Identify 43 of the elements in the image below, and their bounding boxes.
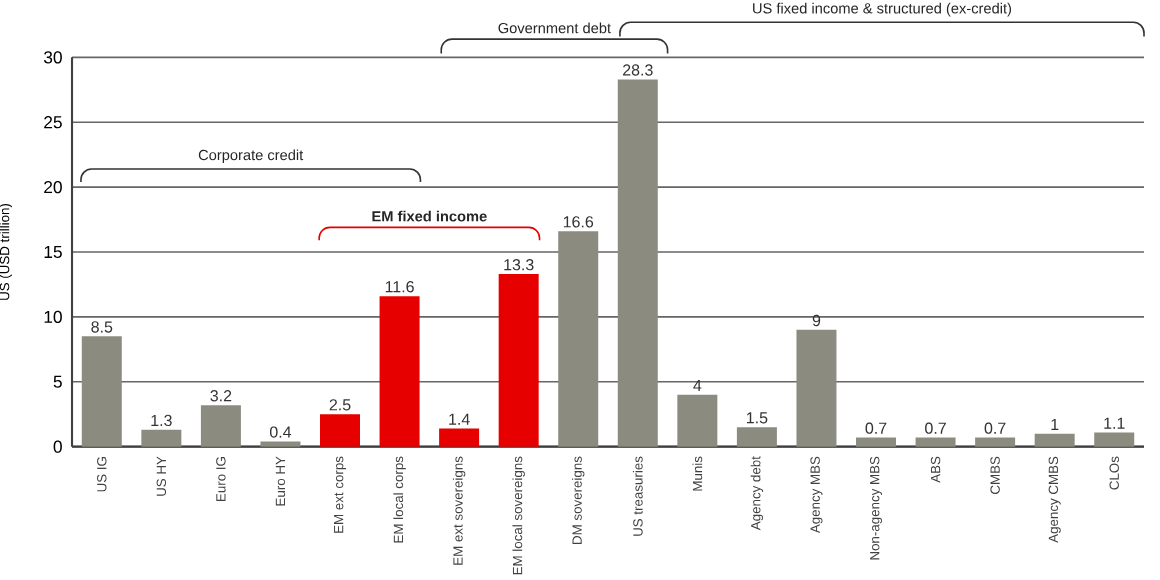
data-label: 11.6 [385,281,414,293]
y-tick-label: 10 [44,310,62,324]
y-tick-label: 20 [44,181,62,194]
bar [677,394,718,447]
bar [558,231,599,447]
bar [975,437,1016,447]
data-label: 1.5 [746,412,768,424]
bar [1034,433,1075,447]
bar [796,329,837,447]
bar [498,274,539,447]
bar [379,296,420,447]
bar [1094,432,1135,447]
bar [141,429,182,447]
data-label: 28.3 [623,64,653,76]
data-label: 16.6 [563,216,594,228]
data-label: 0.7 [925,422,946,434]
bar [260,441,301,447]
data-label: 2.5 [329,399,351,411]
data-label: 1 [1051,418,1059,430]
data-label: 13.3 [504,259,534,271]
data-label: 4 [693,380,702,392]
bar [200,405,241,447]
bar [915,437,956,447]
data-label: 0.4 [269,426,292,438]
bar [439,428,480,447]
bar [81,336,122,447]
bar [736,427,777,447]
data-label: 9 [812,314,821,327]
y-tick-label: 15 [44,245,62,259]
bar [856,437,897,447]
y-tick-label: 5 [53,375,62,388]
data-label: 3.2 [210,390,232,402]
data-label: 0.7 [865,422,887,434]
y-tick-label: 30 [43,51,62,64]
data-label: 1.4 [449,413,470,425]
data-label: 8.5 [91,321,113,333]
data-label: 1.3 [151,414,172,427]
data-label: 0.7 [984,422,1006,434]
y-tick-label: 0 [53,440,62,453]
y-tick-label: 25 [44,116,62,129]
bar [617,79,658,447]
bar [320,414,361,447]
data-label: 1.1 [1104,417,1125,429]
